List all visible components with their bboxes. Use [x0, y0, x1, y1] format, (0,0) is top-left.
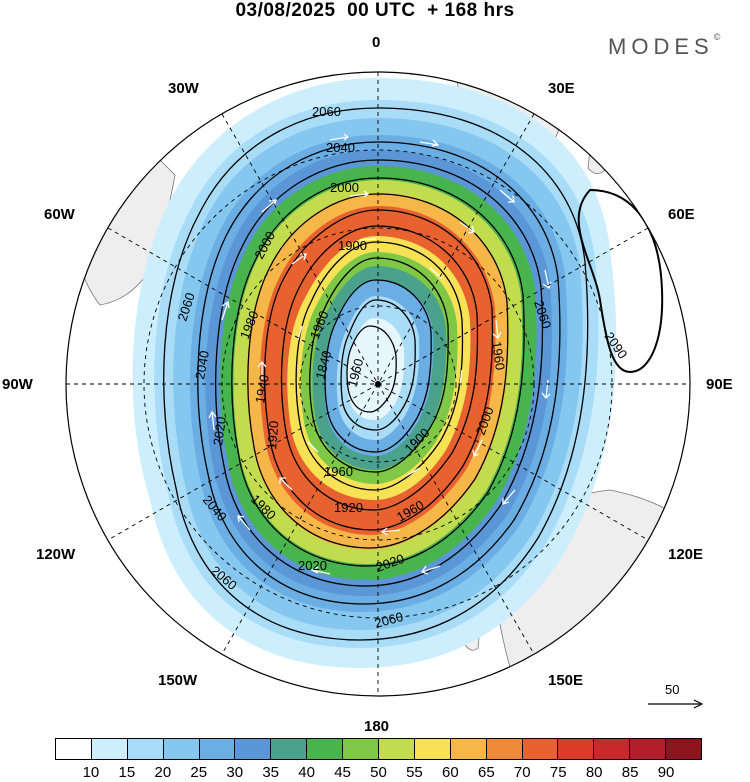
contour-label: 1920: [334, 500, 363, 515]
lon-label-90e: 90E: [706, 376, 733, 393]
contour-1900: [309, 257, 449, 473]
lon-label-30w: 30W: [168, 80, 199, 97]
map-disc: [66, 72, 690, 696]
contour-2060: [163, 107, 589, 641]
colorbar-swatch: [56, 739, 92, 759]
colorbar-swatch: [163, 739, 200, 759]
colorbar-swatch: [199, 739, 236, 759]
colorbar-tick-label: 60: [442, 764, 459, 781]
contour-label: 1840: [312, 349, 334, 381]
contour-label: 1940: [252, 373, 272, 404]
lon-label-60e: 60E: [668, 206, 695, 223]
south-pole-marker: [375, 381, 381, 387]
colorbar-swatch: [379, 739, 415, 759]
contour-1840: [346, 325, 397, 413]
logo-mark: ©: [713, 32, 721, 42]
lon-label-180: 180: [364, 718, 390, 735]
colorbar-tick-label: 10: [82, 764, 100, 781]
lon-label-120e: 120E: [668, 546, 704, 563]
wind-vectors: [208, 133, 552, 575]
colorbar-tick-label: 20: [154, 764, 172, 781]
contour-label: 1960: [344, 357, 366, 389]
colorbar-tick-label: 15: [118, 764, 136, 781]
contour-1920: [295, 241, 464, 491]
contour-label: 1960: [489, 340, 508, 371]
lon-label-60w: 60W: [44, 206, 75, 223]
lon-label-30e: 30E: [548, 80, 575, 97]
contour-label: 2040: [192, 349, 212, 380]
colorbar-tick-label: 90: [657, 764, 675, 781]
colorbar-tick-label: 65: [477, 764, 495, 781]
map-border: [65, 71, 691, 697]
colorbar-swatch: [127, 739, 164, 759]
colorbar-swatch: [343, 739, 380, 759]
contour-label: 1960: [324, 464, 353, 479]
contour-1880: [324, 279, 432, 453]
height-contours: [163, 107, 664, 641]
colorbar-tick-label: 25: [190, 764, 208, 781]
contour-label: 2020: [298, 558, 327, 573]
colorbar-tick-label: 70: [513, 764, 531, 781]
scale-vector-label: 50: [665, 682, 680, 697]
colorbar-swatch: [486, 739, 523, 759]
contour-1980: [247, 193, 509, 549]
colorbar-tick-label: 55: [406, 764, 423, 781]
lon-label-90w: 90W: [2, 376, 33, 393]
contour-label: 2020: [210, 416, 229, 447]
colorbar-swatch: [235, 739, 272, 759]
colorbar-swatch: [271, 739, 308, 759]
logo-text: MODES: [608, 34, 714, 59]
colorbar-swatch: [522, 739, 559, 759]
colorbar-swatch: [666, 739, 702, 759]
contour-1940: [280, 225, 479, 511]
contour-label: 2000: [330, 180, 359, 195]
colorbar-tick-label: 50: [370, 764, 387, 781]
colorbar-tick-label: 80: [585, 764, 603, 781]
contour-label: 1900: [338, 238, 367, 253]
lon-label-120w: 120W: [36, 546, 76, 563]
contour-2020: [215, 159, 544, 587]
colorbar-tick-label: 45: [334, 764, 351, 781]
colorbar-swatch: [558, 739, 595, 759]
lon-label-0: 0: [372, 34, 381, 51]
lon-label-150w: 150W: [158, 672, 198, 689]
colorbar-tick-label: 40: [298, 764, 315, 781]
contour-2000: [231, 177, 525, 567]
map-title: 03/08/2025 00 UTC + 168 hrs: [235, 0, 515, 21]
scale-vector-arrow: [648, 699, 704, 709]
colorbar-swatch: [594, 739, 631, 759]
colorbar: [55, 738, 702, 760]
contour-label: 2060: [373, 609, 405, 631]
contour-label: 2060: [312, 104, 341, 119]
colorbar-swatch: [414, 739, 451, 759]
lon-label-150e: 150E: [548, 672, 584, 689]
colorbar-tick-labels: 10 15 20 25 30 35 40 45 50 55 60 65 70 75 80 85 90: [55, 764, 702, 782]
colorbar-swatch: [630, 739, 667, 759]
modes-logo: MODES©: [608, 32, 721, 60]
colorbar-tick-label: 35: [262, 764, 279, 781]
contour-2040: [197, 141, 561, 605]
colorbar-swatch: [307, 739, 344, 759]
colorbar-tick-label: 30: [226, 764, 244, 781]
contour-label: 2040: [326, 140, 355, 155]
contour-label: 1920: [264, 420, 281, 450]
contour-1860: [340, 299, 416, 431]
contour-1960: [264, 209, 494, 531]
colorbar-tick-label: 75: [549, 764, 567, 781]
colorbar-swatch: [91, 739, 128, 759]
colorbar-swatch: [450, 739, 487, 759]
colorbar-tick-label: 85: [621, 764, 639, 781]
